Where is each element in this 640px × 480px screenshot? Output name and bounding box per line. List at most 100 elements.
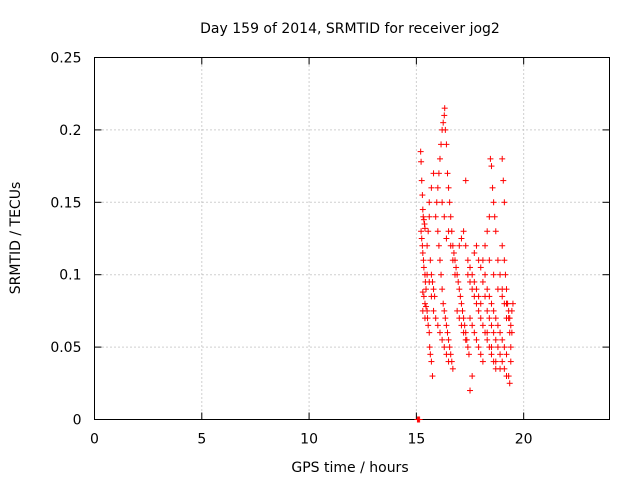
plot-frame xyxy=(94,57,610,420)
data-point xyxy=(443,322,450,329)
data-point xyxy=(430,286,437,293)
y-tick-label: 0.1 xyxy=(59,268,81,284)
data-point xyxy=(432,213,439,220)
data-point xyxy=(456,286,463,293)
data-point xyxy=(479,358,486,365)
data-point xyxy=(469,286,476,293)
data-point xyxy=(492,228,499,235)
data-point xyxy=(426,213,433,220)
data-point xyxy=(418,177,425,184)
data-point xyxy=(469,322,476,329)
data-point xyxy=(427,257,434,264)
data-point xyxy=(439,199,446,206)
data-point xyxy=(506,380,513,387)
data-point xyxy=(471,293,478,300)
data-point xyxy=(482,329,489,336)
data-point xyxy=(418,228,425,235)
data-point xyxy=(475,307,482,314)
x-axis-label: GPS time / hours xyxy=(291,460,408,476)
data-point xyxy=(458,322,465,329)
data-point xyxy=(475,344,482,351)
data-point xyxy=(464,271,471,278)
data-point xyxy=(494,257,501,264)
data-point xyxy=(500,177,507,184)
data-point xyxy=(501,365,508,372)
data-point xyxy=(501,199,508,206)
data-point xyxy=(477,351,484,358)
data-point xyxy=(484,286,491,293)
data-point xyxy=(439,336,446,343)
data-point xyxy=(499,336,506,343)
data-point xyxy=(443,351,450,358)
data-point xyxy=(491,213,498,220)
data-point xyxy=(445,336,452,343)
data-point xyxy=(499,286,506,293)
data-point xyxy=(420,216,427,223)
data-point xyxy=(434,184,441,191)
data-point xyxy=(445,228,452,235)
data-point xyxy=(488,351,495,358)
data-point xyxy=(442,315,449,322)
data-point xyxy=(455,278,462,285)
data-point xyxy=(503,315,510,322)
data-point xyxy=(499,242,506,249)
data-point xyxy=(447,213,454,220)
data-point xyxy=(450,249,457,256)
data-point xyxy=(417,148,424,155)
data-point xyxy=(507,344,514,351)
y-tick-label: 0 xyxy=(73,413,82,429)
data-point xyxy=(429,373,436,380)
data-point xyxy=(439,286,446,293)
data-point xyxy=(442,126,449,133)
data-point xyxy=(467,387,474,394)
data-point xyxy=(419,192,426,199)
data-point xyxy=(440,119,447,126)
data-point xyxy=(479,322,486,329)
data-point xyxy=(457,293,464,300)
data-point xyxy=(428,358,435,365)
data-point xyxy=(477,264,484,271)
data-point xyxy=(420,264,427,271)
data-point xyxy=(419,249,426,256)
data-point xyxy=(441,105,448,112)
data-point xyxy=(449,257,456,264)
data-point xyxy=(494,344,501,351)
data-point xyxy=(446,199,453,206)
data-point xyxy=(492,336,499,343)
data-point xyxy=(423,286,430,293)
data-point xyxy=(425,228,432,235)
data-point xyxy=(499,358,506,365)
data-point xyxy=(419,289,426,296)
data-point xyxy=(473,300,480,307)
y-tick-labels: 0 0.05 0.1 0.15 0.2 0.25 xyxy=(50,51,81,429)
data-point xyxy=(471,329,478,336)
x-tick-label: 0 xyxy=(90,432,99,448)
data-point xyxy=(426,278,433,285)
data-point xyxy=(467,315,474,322)
data-point xyxy=(477,315,484,322)
data-point xyxy=(436,257,443,264)
data-point xyxy=(488,300,495,307)
data-point xyxy=(441,344,448,351)
data-point xyxy=(434,322,441,329)
data-point xyxy=(421,300,428,307)
data-point xyxy=(445,184,452,191)
data-point xyxy=(482,293,489,300)
data-point xyxy=(434,228,441,235)
data-point xyxy=(444,329,451,336)
chart-title: Day 159 of 2014, SRMTID for receiver jog… xyxy=(200,21,500,37)
data-point xyxy=(454,307,461,314)
data-point xyxy=(484,336,491,343)
data-point xyxy=(421,225,428,232)
data-point xyxy=(453,264,460,271)
data-point xyxy=(492,365,499,372)
data-point xyxy=(432,315,439,322)
data-point xyxy=(425,322,432,329)
data-point xyxy=(499,293,506,300)
data-point xyxy=(482,242,489,249)
data-point xyxy=(445,358,452,365)
data-point xyxy=(502,271,509,278)
y-tick-label: 0.25 xyxy=(50,51,81,67)
data-point xyxy=(419,206,426,213)
data-point xyxy=(456,315,463,322)
